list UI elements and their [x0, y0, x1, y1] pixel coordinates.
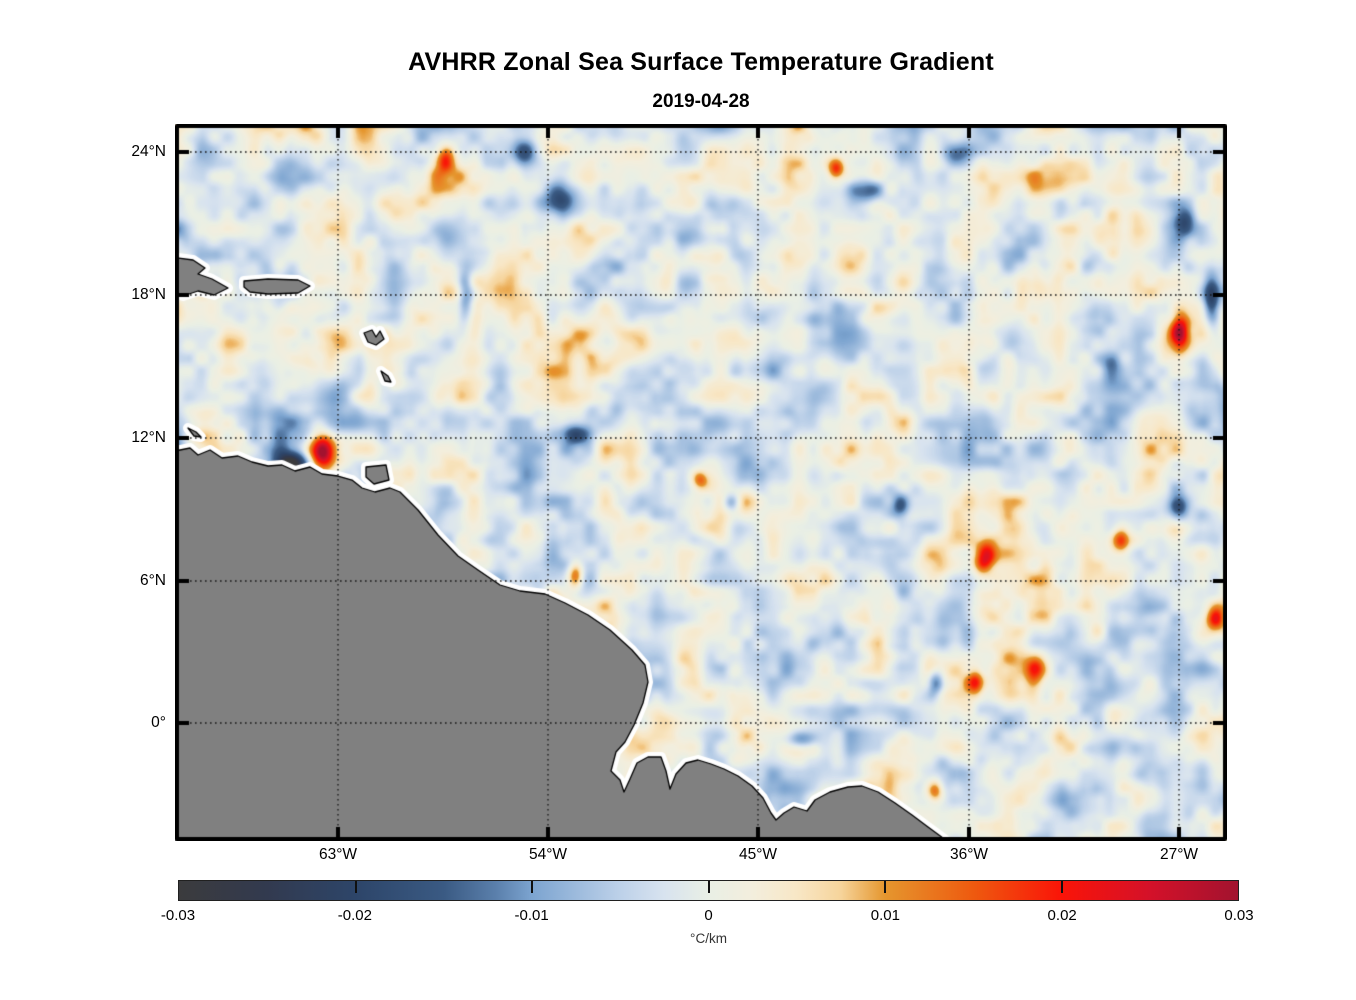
lon-tick-label: 63°W	[318, 846, 358, 863]
lon-tick-label: 27°W	[1159, 846, 1199, 863]
lat-tick-label: 0°	[151, 714, 166, 731]
colorbar-inner-tick	[354, 881, 357, 893]
lat-tick-label: 18°N	[131, 286, 166, 303]
lat-tick-label: 12°N	[131, 429, 166, 446]
colorbar-tick-label: 0.01	[870, 907, 900, 924]
colorbar-unit-label: °C/km	[690, 931, 727, 946]
colorbar-tick-label: -0.03	[160, 907, 196, 924]
lon-tick-label: 36°W	[949, 846, 989, 863]
lat-tick-label: 6°N	[139, 572, 166, 589]
lon-tick-label: 45°W	[738, 846, 778, 863]
chart-date-subtitle: 2019-04-28	[652, 91, 750, 112]
lon-tick-label: 54°W	[528, 846, 568, 863]
chart-title: AVHRR Zonal Sea Surface Temperature Grad…	[408, 48, 994, 76]
colorbar-tick-label: 0.02	[1047, 907, 1077, 924]
colorbar-tick-label: -0.01	[514, 907, 549, 924]
colorbar-inner-tick	[707, 881, 710, 893]
colorbar-inner-tick	[1060, 881, 1063, 893]
colorbar-tick-label: 0.03	[1224, 907, 1254, 924]
colorbar-tick-label: 0	[704, 907, 713, 924]
colorbar-tick-label: -0.02	[337, 907, 372, 924]
colorbar-inner-tick	[531, 881, 533, 893]
sst-gradient-map-canvas	[175, 124, 1227, 841]
colorbar	[178, 880, 1239, 901]
lat-tick-label: 24°N	[131, 143, 166, 160]
colorbar-inner-tick	[884, 881, 886, 893]
